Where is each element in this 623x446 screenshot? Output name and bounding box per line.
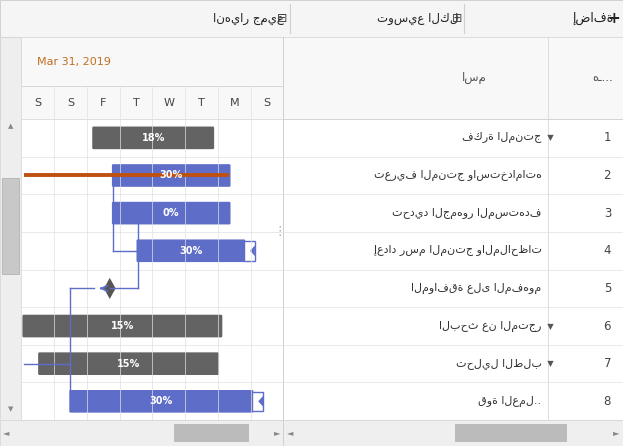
Text: 15%: 15% bbox=[117, 359, 140, 369]
Text: Mar 31, 2019: Mar 31, 2019 bbox=[37, 57, 111, 66]
Text: ◄: ◄ bbox=[287, 429, 293, 438]
FancyBboxPatch shape bbox=[92, 127, 214, 149]
Bar bbox=[0, 87, 283, 119]
Polygon shape bbox=[250, 245, 255, 256]
Text: ▼: ▼ bbox=[541, 133, 553, 142]
Text: 5: 5 bbox=[604, 282, 611, 295]
Text: الموافقة على المفهوم: الموافقة على المفهوم bbox=[411, 283, 541, 294]
Polygon shape bbox=[104, 278, 116, 299]
Text: إضافة: إضافة bbox=[573, 12, 614, 25]
Bar bbox=[174, 424, 249, 442]
Text: ►: ► bbox=[274, 429, 280, 438]
Text: +: + bbox=[607, 11, 620, 26]
Text: ◄: ◄ bbox=[3, 429, 9, 438]
Text: ⊞: ⊞ bbox=[452, 12, 462, 25]
Text: ▼: ▼ bbox=[541, 359, 553, 368]
Text: اسم: اسم bbox=[462, 71, 487, 84]
Text: هـ...: هـ... bbox=[592, 71, 613, 84]
Text: 0%: 0% bbox=[163, 208, 179, 218]
Text: تحليل الطلب: تحليل الطلب bbox=[455, 358, 541, 369]
Text: 30%: 30% bbox=[150, 396, 173, 406]
Text: W: W bbox=[163, 98, 174, 108]
FancyBboxPatch shape bbox=[112, 164, 231, 187]
Text: 30%: 30% bbox=[179, 246, 202, 256]
Polygon shape bbox=[259, 396, 263, 407]
Bar bbox=[0, 37, 21, 420]
Bar bbox=[244, 241, 255, 260]
Text: ▼: ▼ bbox=[8, 406, 13, 413]
Text: تعريف المنتج واستخداماته: تعريف المنتج واستخداماته bbox=[374, 170, 541, 181]
Text: ▲: ▲ bbox=[8, 123, 13, 129]
Text: انهيار جميع: انهيار جميع bbox=[212, 12, 283, 25]
Text: إعداد رسم المنتج والملاحظات: إعداد رسم المنتج والملاحظات bbox=[374, 245, 541, 256]
Text: تحديد الجمهور المستهدف: تحديد الجمهور المستهدف bbox=[392, 208, 541, 219]
Text: 8: 8 bbox=[604, 395, 611, 408]
Text: 2: 2 bbox=[604, 169, 611, 182]
Text: T: T bbox=[198, 98, 205, 108]
Text: 1: 1 bbox=[604, 132, 611, 145]
FancyBboxPatch shape bbox=[112, 202, 231, 224]
Bar bbox=[252, 392, 263, 411]
FancyBboxPatch shape bbox=[136, 240, 245, 262]
Bar bbox=[2, 178, 19, 274]
Text: 15%: 15% bbox=[111, 321, 134, 331]
FancyBboxPatch shape bbox=[22, 315, 222, 337]
FancyBboxPatch shape bbox=[69, 390, 254, 413]
Text: 30%: 30% bbox=[159, 170, 183, 181]
Text: ►: ► bbox=[614, 429, 620, 438]
Text: فكرة المنتج: فكرة المنتج bbox=[462, 132, 541, 143]
Text: S: S bbox=[264, 98, 270, 108]
Text: S: S bbox=[34, 98, 41, 108]
Text: توسيع الكل: توسيع الكل bbox=[376, 12, 458, 25]
Text: 6: 6 bbox=[604, 319, 611, 333]
Bar bbox=[0, 37, 283, 87]
Text: M: M bbox=[229, 98, 239, 108]
Text: T: T bbox=[133, 98, 140, 108]
Text: البحث عن المتجر: البحث عن المتجر bbox=[439, 321, 541, 331]
Text: ⋮: ⋮ bbox=[273, 225, 285, 239]
Text: S: S bbox=[67, 98, 74, 108]
Text: 18%: 18% bbox=[141, 133, 165, 143]
Text: قوة العمل..: قوة العمل.. bbox=[478, 396, 541, 407]
Text: ⊟: ⊟ bbox=[277, 12, 288, 25]
Text: 3: 3 bbox=[604, 206, 611, 219]
Text: 4: 4 bbox=[604, 244, 611, 257]
Bar bbox=[283, 37, 623, 119]
Text: 7: 7 bbox=[604, 357, 611, 370]
Text: F: F bbox=[100, 98, 107, 108]
Bar bbox=[455, 424, 567, 442]
Text: ▼: ▼ bbox=[541, 322, 553, 330]
FancyBboxPatch shape bbox=[38, 352, 219, 375]
